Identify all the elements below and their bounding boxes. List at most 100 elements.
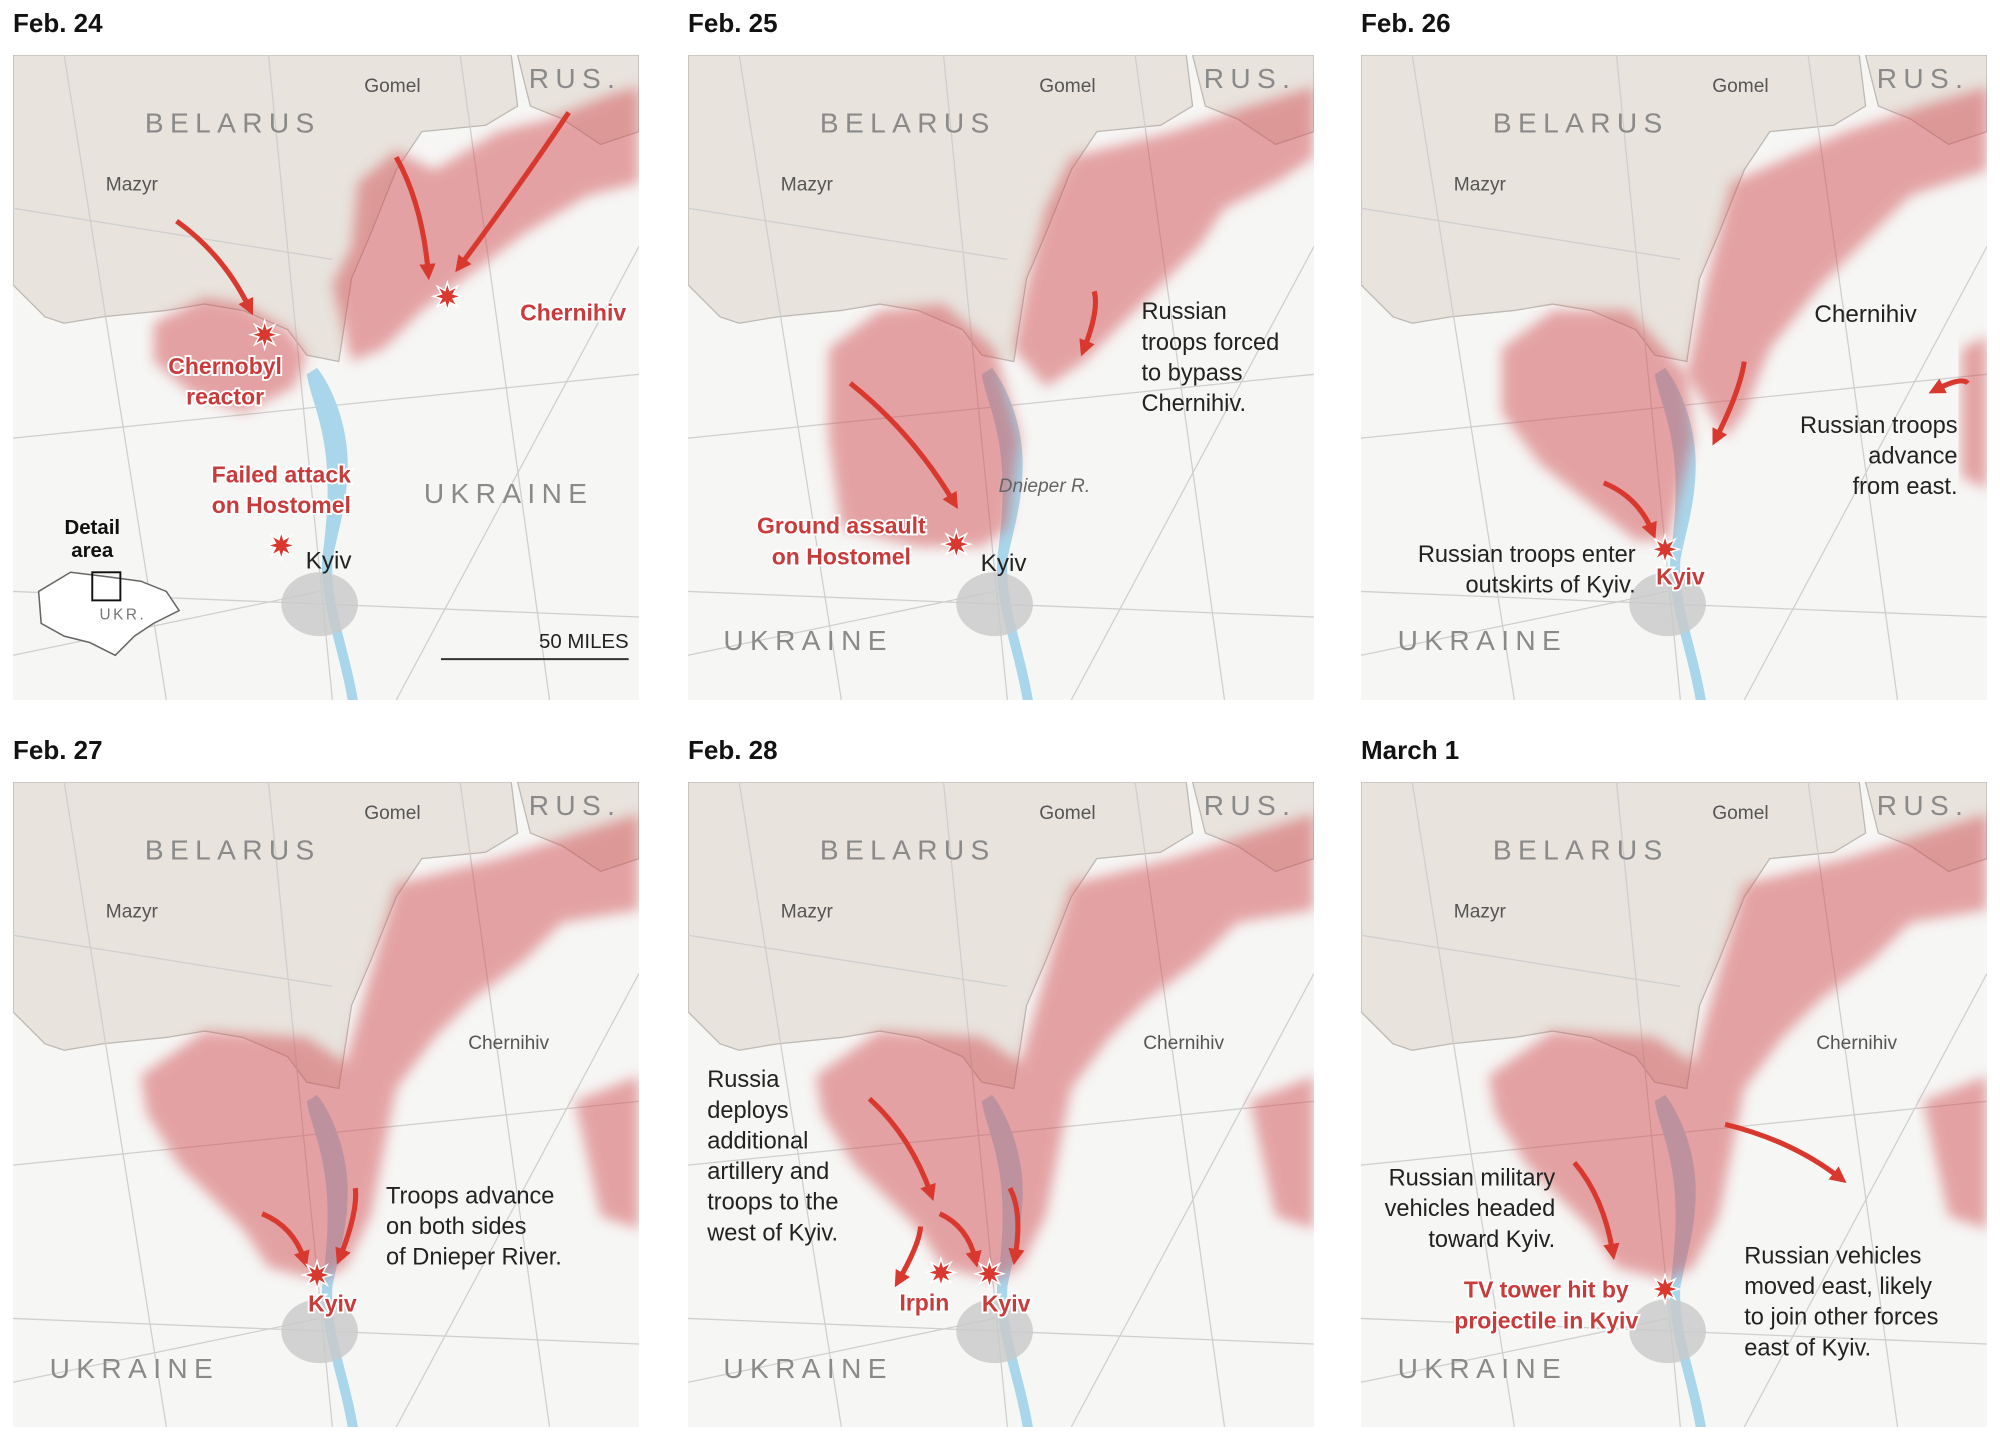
road: [738, 55, 842, 700]
advance-arrow: [1007, 1186, 1025, 1266]
event-label: TV tower hit by: [1464, 1277, 1629, 1303]
annotation: Russian military: [1389, 1165, 1556, 1191]
event-label: reactor: [186, 384, 264, 410]
road: [13, 934, 333, 987]
dnieper-river: [981, 367, 1033, 700]
russian-control-zone: [828, 304, 1021, 547]
country-label: BELARUS: [820, 108, 996, 139]
event-label: Chernobyl: [168, 353, 282, 379]
country-label: UKRAINE: [723, 1353, 893, 1384]
advance-arrow: [394, 155, 436, 281]
advance-arrow: [455, 111, 571, 273]
country-label: UKRAINE: [723, 625, 893, 656]
road: [1361, 207, 1681, 260]
advance-arrow: [1928, 378, 1970, 394]
place-label: Gomel: [1712, 76, 1768, 97]
annotation: of Dnieper River.: [386, 1245, 562, 1271]
road: [738, 782, 842, 1427]
annotation: deploys: [707, 1098, 788, 1124]
annotation: Russian troops enter: [1418, 542, 1636, 568]
place-label: Gomel: [364, 76, 420, 97]
attack-symbol: [1648, 1272, 1682, 1306]
inset-label: Detail: [64, 517, 120, 539]
country-label: RUS.: [529, 63, 622, 94]
road: [688, 207, 1008, 260]
place-label: Mazyr: [781, 174, 834, 195]
event-label: Kyiv: [1656, 564, 1705, 590]
country-label: UKRAINE: [424, 478, 594, 509]
country-label: BELARUS: [820, 835, 996, 866]
road: [1411, 782, 1515, 1427]
panel-date: Feb. 26: [1361, 8, 1451, 38]
attack-symbol: [300, 1258, 334, 1292]
dnieper-river: [1654, 367, 1706, 700]
road: [1411, 55, 1515, 700]
place-label: Kyiv: [306, 547, 353, 574]
panel-date: Feb. 25: [688, 8, 778, 38]
annotation: troops forced: [1141, 330, 1279, 356]
country-label: BELARUS: [1493, 835, 1669, 866]
road: [1361, 590, 1668, 656]
panel-date: Feb. 24: [13, 8, 103, 38]
event-label: Irpin: [899, 1289, 949, 1315]
advance-arrow: [175, 218, 254, 316]
russian-control-zone: [1488, 813, 1987, 1281]
road: [688, 590, 995, 656]
panel-date: Feb. 27: [13, 735, 103, 765]
scale-label: 50 MILES: [539, 631, 629, 653]
country-label: RUS.: [1204, 790, 1297, 821]
attack-symbol: [247, 317, 282, 352]
inset-label: area: [71, 540, 114, 562]
map: BELARUS RUS. UKRAINE Gomel Mazyr Chernihiv Rus…: [1361, 55, 1987, 700]
place-label: Chernihiv: [1143, 1033, 1224, 1054]
road: [13, 207, 333, 260]
country-label: UKRAINE: [1398, 625, 1568, 656]
attack-symbol: [430, 279, 465, 314]
country-label: BELARUS: [145, 835, 321, 866]
advance-arrow: [1724, 1121, 1847, 1183]
place-label: Chernihiv: [468, 1033, 549, 1054]
place-label: Mazyr: [781, 901, 834, 922]
event-label: projectile in Kyiv: [1454, 1307, 1638, 1333]
kyiv-urban-area: [281, 572, 358, 637]
advance-arrow: [1602, 480, 1657, 539]
annotation: Russia: [707, 1067, 780, 1093]
annotation: additional: [707, 1128, 808, 1154]
place-label: Chernihiv: [1816, 1033, 1897, 1054]
country-label: RUS.: [1877, 63, 1970, 94]
place-label: Dnieper R.: [999, 476, 1091, 497]
annotation: from east.: [1853, 474, 1958, 500]
annotation: artillery and: [707, 1159, 829, 1185]
place-label: Gomel: [1712, 803, 1768, 824]
map: BELARUS RUS. UKRAINE Gomel Mazyr Chernihiv Rus…: [1361, 782, 1987, 1427]
country-label: RUS.: [1204, 63, 1297, 94]
belarus: [13, 55, 519, 363]
annotation: Russian: [1141, 299, 1226, 325]
annotation: outskirts of Kyiv.: [1466, 573, 1636, 599]
place-label: Mazyr: [106, 901, 159, 922]
place-label: Mazyr: [106, 174, 159, 195]
country-label: RUS.: [529, 790, 622, 821]
event-label: Chernihiv: [520, 299, 626, 325]
event-label: on Hostomel: [772, 543, 911, 569]
kyiv-urban-area: [1629, 572, 1706, 637]
annotation: on both sides: [386, 1214, 526, 1240]
map: BELARUS RUS. UKRAINE Gomel Mazyr Chernihiv Rus…: [688, 782, 1314, 1427]
advance-arrow: [894, 1226, 924, 1288]
dnieper-river: [306, 367, 358, 700]
advance-arrow: [261, 1211, 310, 1268]
kyiv-urban-area: [956, 572, 1033, 637]
event-label: on Hostomel: [212, 492, 351, 518]
annotation: Russian vehicles: [1744, 1243, 1921, 1269]
annotation: to join other forces: [1744, 1305, 1938, 1331]
country-label: UKRAINE: [1398, 1353, 1568, 1384]
annotation: west of Kyiv.: [706, 1220, 838, 1246]
attack-symbol: [972, 1256, 1007, 1291]
place-label: Mazyr: [1454, 901, 1507, 922]
annotation: toward Kyiv.: [1428, 1227, 1555, 1253]
road: [1361, 1317, 1668, 1383]
attack-symbol: [264, 528, 299, 563]
advance-arrow: [1079, 290, 1099, 357]
road: [688, 934, 1008, 987]
